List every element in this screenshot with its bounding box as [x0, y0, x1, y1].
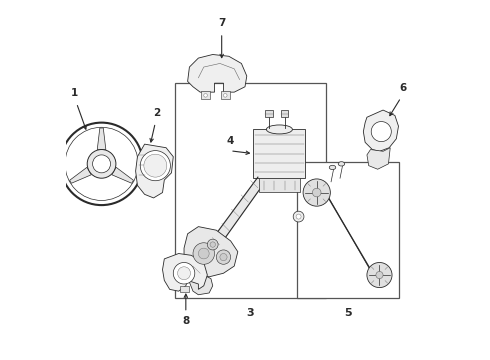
Text: 6: 6 [399, 83, 406, 93]
Circle shape [173, 262, 195, 284]
Circle shape [210, 242, 216, 247]
Polygon shape [112, 167, 133, 183]
Circle shape [140, 150, 171, 181]
Circle shape [207, 239, 218, 250]
Circle shape [60, 123, 143, 205]
Bar [297, 162, 399, 298]
Bar [259, 178, 300, 192]
Text: 1: 1 [71, 88, 78, 98]
Polygon shape [136, 144, 173, 198]
Circle shape [93, 155, 111, 173]
Text: 3: 3 [246, 309, 254, 318]
Text: 4: 4 [226, 136, 234, 147]
Circle shape [198, 248, 209, 259]
Circle shape [376, 271, 383, 279]
Bar [253, 130, 305, 178]
Circle shape [193, 243, 215, 264]
Bar [201, 91, 210, 99]
Polygon shape [190, 275, 213, 295]
Polygon shape [97, 128, 106, 149]
Text: 2: 2 [153, 108, 160, 118]
Bar [96, 166, 107, 173]
Circle shape [216, 250, 231, 264]
Polygon shape [186, 177, 263, 280]
Circle shape [313, 188, 321, 197]
Polygon shape [367, 148, 390, 169]
Circle shape [223, 94, 227, 97]
Circle shape [65, 127, 138, 201]
Ellipse shape [267, 125, 293, 134]
Text: 8: 8 [182, 316, 190, 326]
Text: 5: 5 [344, 309, 352, 318]
Circle shape [87, 149, 116, 178]
Bar [266, 111, 272, 117]
Bar [90, 155, 99, 162]
Bar [281, 111, 288, 117]
Bar [175, 83, 326, 298]
Circle shape [293, 211, 304, 222]
Circle shape [220, 253, 227, 261]
Circle shape [367, 262, 392, 288]
Circle shape [177, 267, 191, 280]
Circle shape [204, 94, 207, 97]
Ellipse shape [329, 165, 336, 170]
Bar [103, 155, 112, 162]
Polygon shape [163, 253, 207, 291]
Polygon shape [70, 167, 91, 183]
Polygon shape [322, 187, 378, 283]
Bar [221, 91, 230, 99]
Circle shape [371, 122, 392, 141]
Polygon shape [188, 54, 247, 92]
Text: 7: 7 [218, 18, 225, 28]
Circle shape [303, 179, 330, 206]
Circle shape [296, 214, 301, 219]
Polygon shape [184, 226, 238, 277]
Ellipse shape [338, 162, 344, 166]
Circle shape [144, 154, 167, 177]
Bar [180, 286, 189, 292]
Polygon shape [364, 110, 398, 151]
